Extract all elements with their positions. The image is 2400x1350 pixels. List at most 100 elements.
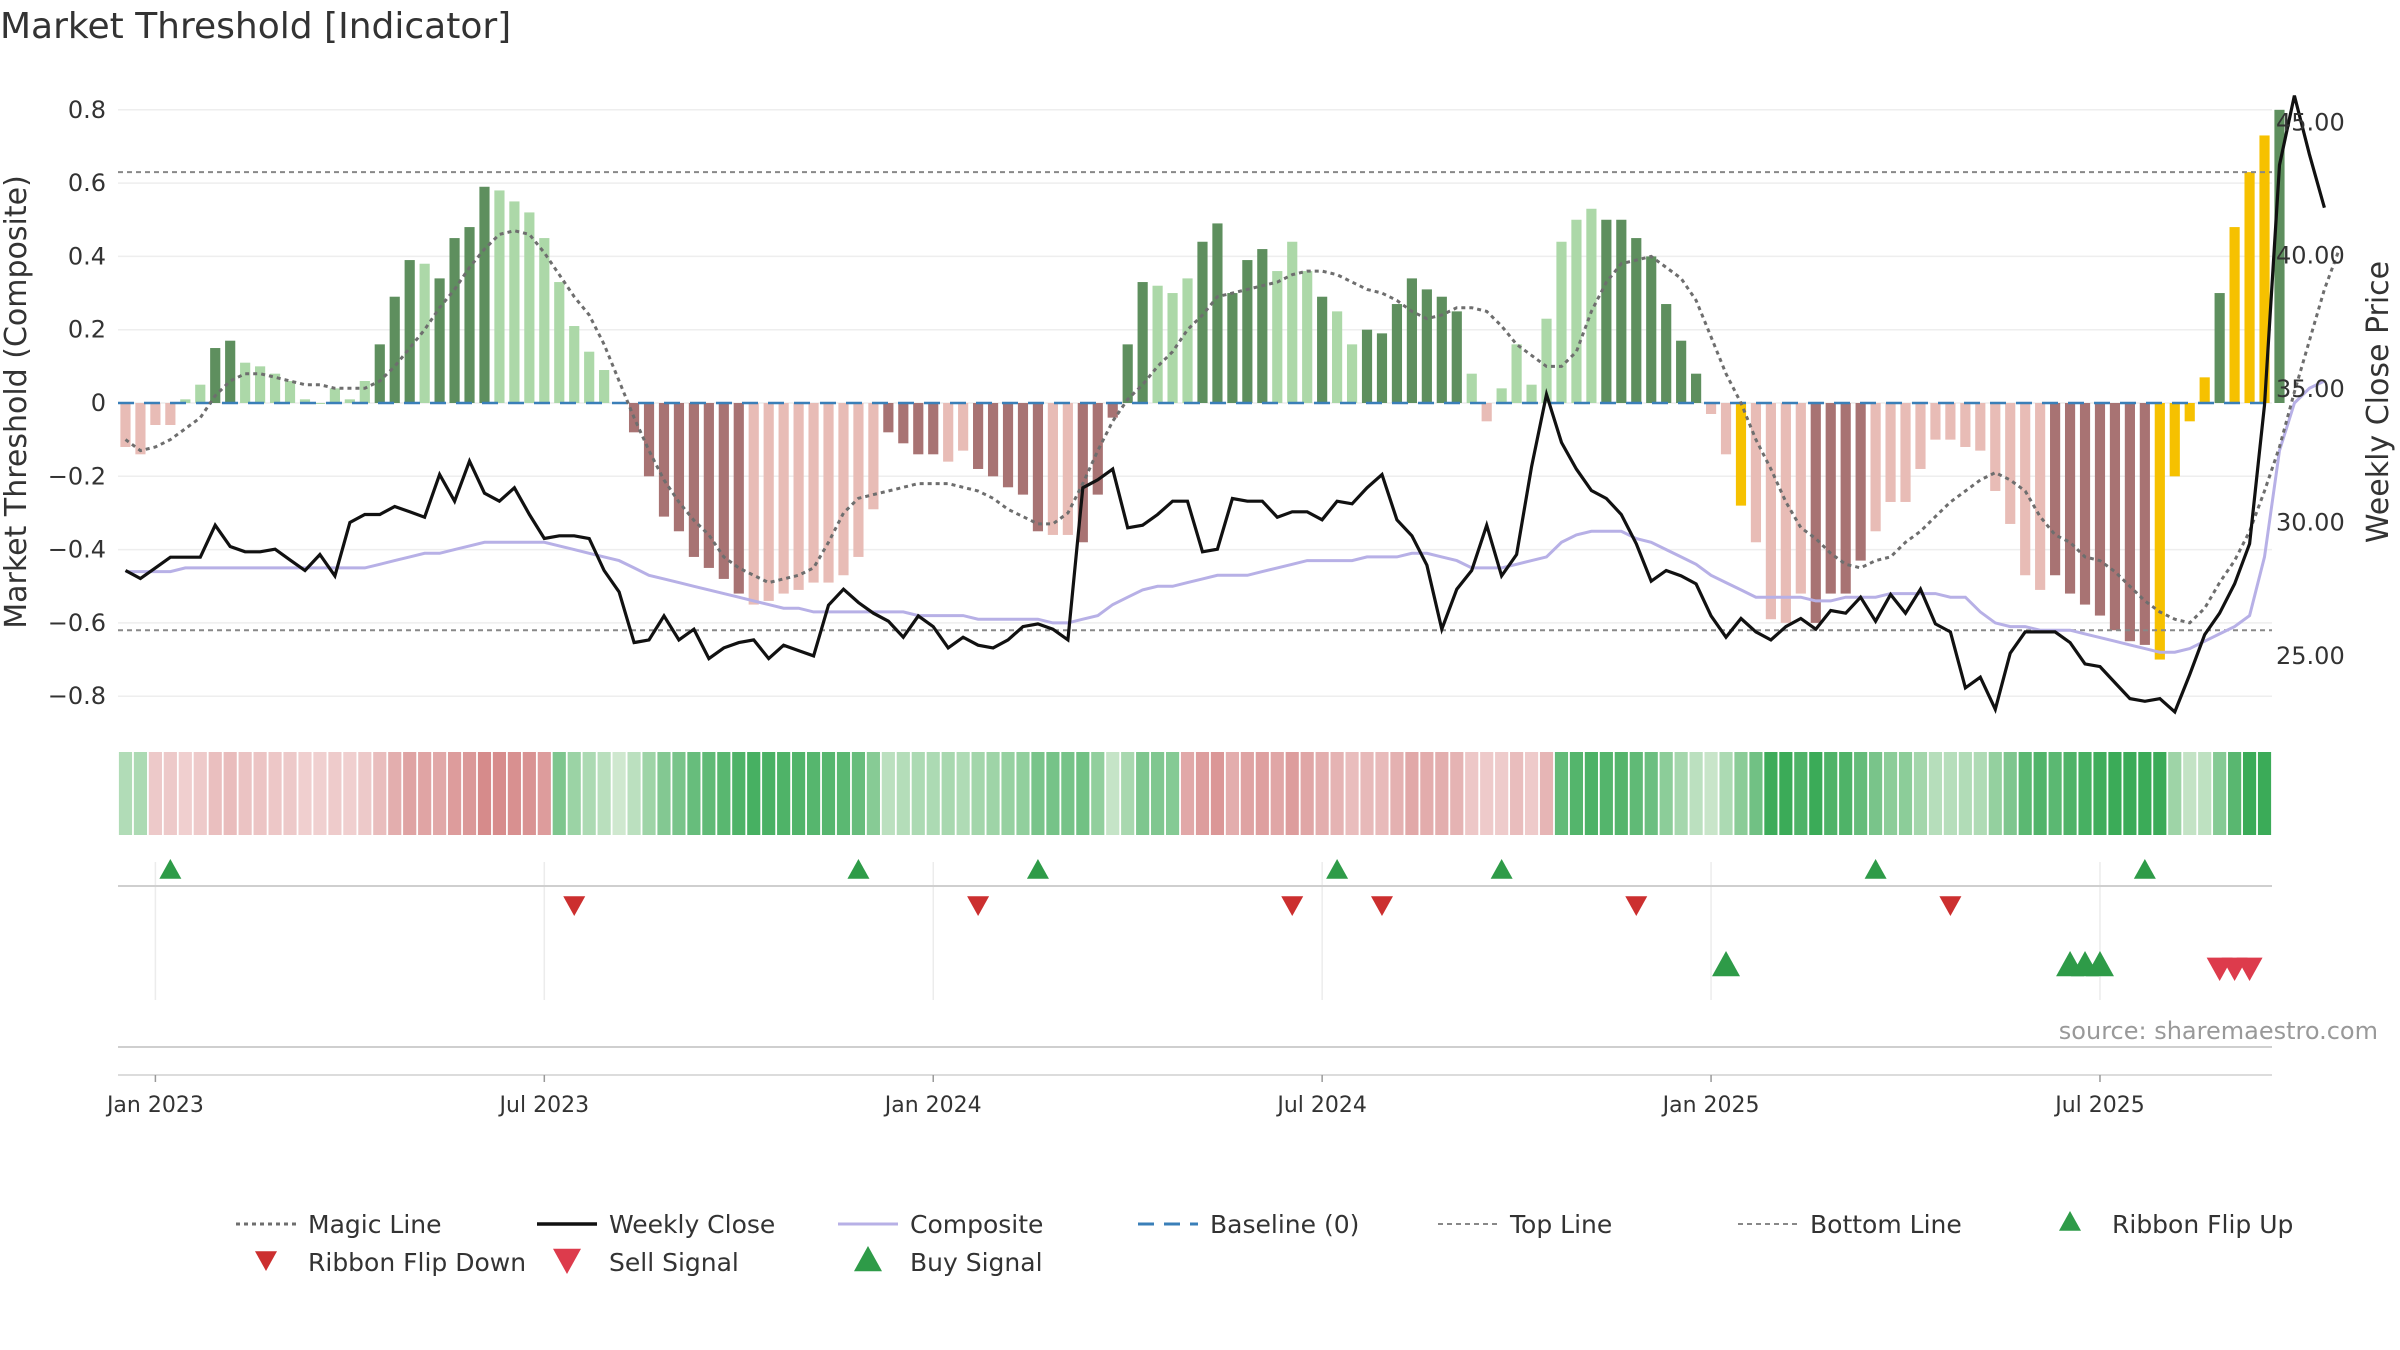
legend-item: Magic Line — [236, 1210, 442, 1239]
ribbon-cell — [1674, 752, 1688, 835]
ribbon-cell — [642, 752, 656, 835]
bar — [1496, 388, 1507, 403]
ribbon-cell — [1405, 752, 1419, 835]
bar — [434, 278, 445, 403]
ribbon-cell — [2003, 752, 2017, 835]
ribbon-cell — [163, 752, 177, 835]
ribbon-cell — [1046, 752, 1060, 835]
signal-markers — [118, 859, 2272, 1076]
legend-label: Composite — [910, 1210, 1043, 1239]
ribbon-cell — [702, 752, 716, 835]
bar — [748, 403, 759, 605]
legend-item: Weekly Close — [537, 1210, 775, 1239]
bar — [2020, 403, 2031, 576]
ribbon-cell — [1390, 752, 1404, 835]
x-tick-label: Jan 2023 — [105, 1093, 204, 1118]
ribbon-cell — [1210, 752, 1225, 835]
ribbon-cell — [717, 752, 731, 835]
bar — [479, 186, 490, 403]
bar — [1735, 403, 1747, 506]
ribbon-cell — [2198, 752, 2212, 835]
ribbon-cell — [1779, 752, 1793, 835]
ribbon-cell — [1330, 752, 1344, 835]
ribbon-cell — [1300, 752, 1314, 835]
ribbon-cell — [133, 752, 148, 835]
bar — [958, 403, 969, 451]
bar — [1960, 403, 1971, 447]
ribbon-cell — [597, 752, 611, 835]
bar — [1825, 403, 1836, 594]
bar — [509, 201, 520, 403]
bar — [1571, 219, 1582, 403]
bar — [703, 403, 714, 568]
bar — [1586, 208, 1597, 403]
ribbon-flip-down-marker — [967, 896, 990, 916]
ribbon-cell — [582, 752, 596, 835]
ribbon-cell — [1091, 752, 1105, 835]
bar — [1302, 271, 1313, 403]
ribbon-flip-up-marker — [1326, 859, 1349, 879]
bar — [1691, 373, 1702, 403]
legend-item: Baseline (0) — [1138, 1210, 1359, 1239]
ribbon-cell — [1809, 752, 1823, 835]
ribbon-cell — [1794, 752, 1808, 835]
ribbon-cell — [1988, 752, 2002, 835]
bar — [225, 340, 236, 403]
bar — [1526, 384, 1537, 403]
ribbon-cell — [1480, 752, 1494, 835]
y2-axis-label: Weekly Close Price — [2361, 261, 2396, 543]
ribbon-cell — [956, 752, 970, 835]
ribbon-cell — [1465, 752, 1479, 835]
bar — [329, 388, 340, 403]
x-tick-label: Jul 2023 — [498, 1093, 590, 1118]
bar — [2229, 227, 2240, 403]
y2-tick-label: 30.00 — [2276, 509, 2345, 537]
ribbon-cell — [492, 752, 507, 835]
ribbon-flip-up-marker — [847, 859, 870, 879]
y2-tick-label: 40.00 — [2276, 242, 2345, 270]
bar — [374, 344, 385, 403]
bar — [584, 351, 595, 403]
ribbon-cell — [1719, 752, 1733, 835]
bar — [928, 403, 939, 455]
y2-axis-ticks: 45.00 40.00 35.00 30.00 25.00 — [2276, 108, 2345, 670]
legend-swatch — [854, 1246, 882, 1272]
ribbon-cell — [1031, 752, 1045, 835]
bar — [1601, 219, 1612, 403]
ribbon-cell — [462, 752, 477, 835]
bar — [718, 403, 729, 579]
ribbon-cell — [657, 752, 671, 835]
ribbon-cell — [1360, 752, 1374, 835]
ribbon-flip-down-marker — [1625, 896, 1648, 916]
bar — [1765, 403, 1776, 620]
ribbon-cell — [1824, 752, 1838, 835]
x-tick-label: Jan 2024 — [883, 1093, 982, 1118]
bar — [2169, 403, 2180, 477]
bar — [419, 263, 430, 403]
bar — [569, 326, 580, 403]
ribbon-cell — [1001, 752, 1015, 835]
bar — [195, 384, 206, 403]
composite-bars — [120, 109, 2285, 660]
ribbon-cell — [433, 752, 447, 835]
ribbon-cell — [118, 752, 133, 835]
bar — [1332, 311, 1343, 403]
bar — [1077, 403, 1088, 543]
bar — [778, 403, 789, 594]
buy-signal-marker — [2085, 951, 2114, 977]
bar — [913, 403, 924, 455]
y-tick-label: −0.8 — [48, 682, 106, 710]
bar — [2064, 403, 2076, 594]
ribbon-cell — [1599, 752, 1613, 835]
ribbon-cell — [1121, 752, 1135, 835]
ribbon-cell — [896, 752, 910, 835]
bar — [1152, 285, 1163, 403]
bar — [943, 403, 954, 462]
ribbon-flip-up-marker — [1864, 859, 1887, 879]
y-axis-ticks: 0.8 0.6 0.4 0.2 0 −0.2 −0.4 −0.6 −0.8 — [48, 96, 106, 710]
ribbon-cell — [2048, 752, 2062, 835]
bar — [1481, 403, 1492, 422]
composite-line — [125, 379, 2326, 654]
ribbon-cell — [328, 752, 342, 835]
ribbon-flip-up-marker — [1490, 859, 1513, 879]
